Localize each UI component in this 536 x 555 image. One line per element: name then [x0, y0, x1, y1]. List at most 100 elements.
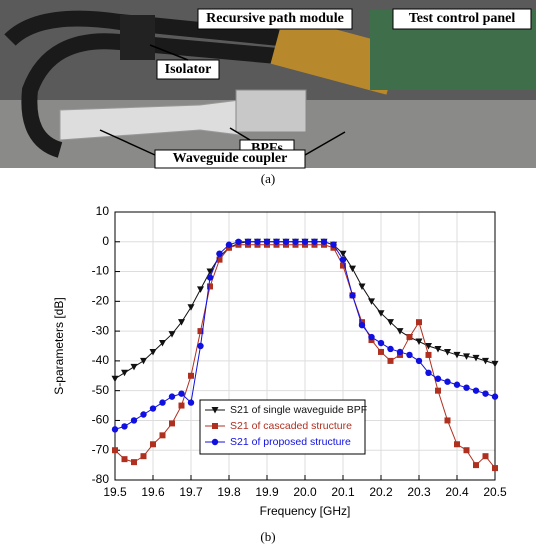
marker — [178, 319, 185, 326]
module-body — [270, 15, 400, 95]
x-tick-label: 20.5 — [483, 485, 507, 499]
marker — [349, 265, 356, 273]
marker — [396, 328, 404, 335]
marker — [358, 283, 366, 290]
marker — [425, 351, 432, 358]
marker — [212, 423, 218, 429]
marker — [368, 333, 375, 341]
marker — [454, 441, 460, 448]
legend-label: S21 of cascaded structure — [230, 420, 352, 432]
marker — [415, 357, 423, 365]
y-tick-label: -50 — [92, 383, 110, 397]
marker — [244, 238, 252, 245]
legend-box — [199, 399, 366, 455]
marker — [197, 342, 204, 350]
marker — [111, 426, 119, 433]
marker — [406, 334, 413, 341]
marker — [121, 456, 128, 463]
marker — [216, 250, 223, 257]
marker — [292, 238, 299, 245]
marker — [235, 238, 242, 245]
marker — [387, 345, 394, 353]
marker — [207, 283, 213, 290]
marker — [131, 459, 137, 466]
marker — [211, 407, 219, 414]
y-tick-label: -20 — [92, 294, 110, 308]
x-tick-label: 19.6 — [141, 485, 165, 499]
marker — [149, 348, 157, 356]
marker — [444, 417, 451, 424]
marker — [463, 353, 470, 360]
y-tick-label: -10 — [92, 264, 110, 278]
marker — [178, 390, 185, 397]
caption: (a) — [261, 171, 275, 186]
arrows — [99, 44, 346, 156]
marker — [340, 262, 346, 269]
marker — [273, 238, 280, 245]
x-tick-label: 20.0 — [293, 485, 317, 499]
marker — [206, 268, 214, 276]
marker — [130, 363, 138, 371]
x-axis-label: Frequency [GHz] — [260, 504, 351, 518]
marker — [111, 375, 119, 383]
marker — [416, 319, 422, 326]
marker — [444, 378, 451, 385]
legend-label: S21 of proposed structure — [230, 436, 351, 448]
marker — [159, 432, 166, 439]
y-tick-label: -80 — [92, 472, 110, 486]
photo: Recursive path module Test control panel… — [0, 0, 536, 169]
marker — [159, 399, 166, 406]
marker — [406, 351, 413, 359]
marker — [197, 286, 204, 293]
legend-label: S21 of single waveguide BPF — [230, 404, 367, 416]
waveguide — [4, 10, 308, 158]
isolator-body — [120, 15, 155, 60]
coupler-body — [59, 99, 241, 141]
marker — [168, 331, 176, 338]
photo-label: Isolator — [165, 62, 212, 77]
marker — [453, 351, 461, 359]
marker — [491, 360, 499, 368]
marker — [159, 340, 166, 347]
marker — [453, 381, 461, 388]
marker — [434, 375, 442, 382]
x-tick-label: 20.3 — [407, 485, 431, 499]
label-box — [154, 149, 306, 169]
y-tick-label: -40 — [92, 353, 110, 367]
marker — [472, 354, 480, 362]
x-tick-label: 20.1 — [331, 485, 355, 499]
photo-label: Test control panel — [409, 11, 516, 26]
x-tick-label: 19.5 — [103, 485, 127, 499]
y-axis-label: S-parameters [dB] — [52, 297, 66, 394]
marker — [150, 441, 156, 448]
marker — [140, 411, 147, 418]
marker — [415, 338, 423, 346]
y-tick-label: 10 — [96, 204, 110, 218]
marker — [188, 372, 194, 379]
marker — [425, 343, 432, 350]
y-tick-label: -60 — [92, 413, 110, 427]
marker — [197, 328, 204, 335]
marker — [358, 321, 366, 329]
bpf-body — [235, 89, 307, 133]
marker — [187, 304, 195, 311]
x-tick-label: 19.7 — [179, 485, 203, 499]
marker — [121, 423, 128, 430]
marker — [339, 256, 347, 263]
marker — [482, 357, 489, 365]
marker — [254, 238, 261, 245]
marker — [178, 402, 185, 409]
marker — [140, 357, 147, 365]
marker — [377, 339, 385, 347]
marker — [330, 241, 337, 248]
marker — [140, 453, 147, 460]
marker — [368, 298, 375, 305]
marker — [482, 390, 489, 397]
marker — [482, 453, 489, 460]
marker — [349, 292, 356, 299]
marker — [216, 256, 223, 263]
marker — [169, 420, 175, 427]
marker — [463, 447, 470, 454]
